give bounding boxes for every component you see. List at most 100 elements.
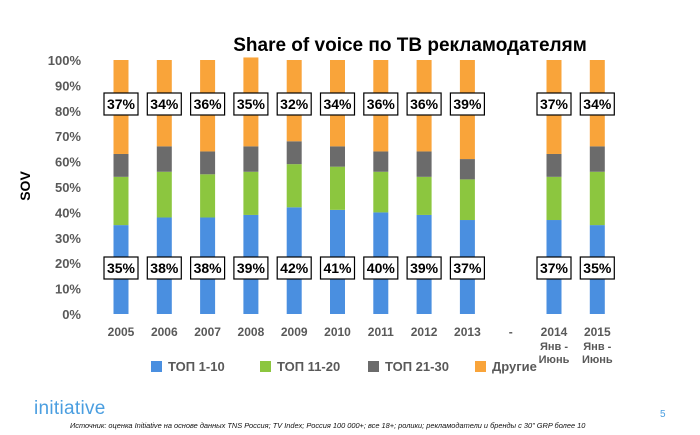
data-label-bottom: 41% bbox=[323, 260, 352, 276]
x-tick-label: 2011 bbox=[368, 325, 394, 339]
data-label-top-box bbox=[190, 92, 226, 116]
data-label-bottom-box bbox=[449, 256, 485, 280]
data-label-top: 35% bbox=[237, 96, 266, 112]
x-tick-sublabel: Июнь bbox=[582, 354, 613, 366]
data-label-top: 36% bbox=[410, 96, 439, 112]
data-label-bottom: 39% bbox=[410, 260, 439, 276]
data-label-bottom-box bbox=[103, 256, 139, 280]
source-note: Источник: оценка Initiative на основе да… bbox=[70, 421, 586, 430]
bar-3-2014 bbox=[546, 153, 562, 177]
data-label-bottom: 42% bbox=[280, 260, 309, 276]
x-tick-sublabel: Июнь bbox=[539, 354, 570, 366]
y-axis-label: SOV bbox=[17, 171, 33, 201]
x-tick-label: 2010 bbox=[324, 325, 351, 339]
data-label-bottom: 37% bbox=[453, 260, 482, 276]
data-label-top-box bbox=[579, 92, 615, 116]
data-label-top: 34% bbox=[583, 96, 612, 112]
y-tick-label: 30% bbox=[55, 231, 81, 246]
legend-swatch bbox=[260, 361, 271, 372]
data-label-bottom: 40% bbox=[367, 260, 396, 276]
bar-2-2013 bbox=[459, 179, 475, 221]
bar-2-2010 bbox=[330, 166, 345, 210]
x-tick-label: 2014 bbox=[541, 325, 568, 339]
data-label-top: 34% bbox=[150, 96, 179, 112]
bar-3-2009 bbox=[286, 141, 302, 165]
data-label-top: 37% bbox=[540, 96, 569, 112]
x-tick-label: - bbox=[509, 325, 513, 339]
bar-2-2009 bbox=[286, 164, 302, 208]
page-number: 5 bbox=[660, 409, 666, 420]
data-label-top-box bbox=[363, 92, 399, 116]
bar-3-2006 bbox=[156, 146, 172, 172]
data-label-bottom-box bbox=[190, 256, 226, 280]
legend-swatch bbox=[368, 361, 379, 372]
data-label-top: 36% bbox=[194, 96, 223, 112]
data-label-bottom-box bbox=[233, 256, 269, 280]
legend-label: ТОП 21-30 bbox=[385, 359, 449, 374]
y-tick-label: 20% bbox=[55, 256, 81, 271]
x-tick-label: 2007 bbox=[194, 325, 221, 339]
data-label-top-box bbox=[449, 92, 485, 116]
data-label-top-box bbox=[233, 92, 269, 116]
data-label-top-box bbox=[406, 92, 442, 116]
bar-2-2012 bbox=[416, 176, 432, 215]
y-tick-label: 0% bbox=[62, 307, 81, 322]
chart-title: Share of voice по ТВ рекламодателям bbox=[233, 35, 587, 56]
data-label-top: 37% bbox=[107, 96, 136, 112]
bar-2-2008 bbox=[243, 171, 259, 215]
data-label-bottom: 37% bbox=[540, 260, 569, 276]
bar-3-2013 bbox=[459, 159, 475, 180]
legend-label: ТОП 11-20 bbox=[277, 359, 340, 374]
y-tick-label: 80% bbox=[55, 104, 81, 119]
data-label-top-box bbox=[319, 92, 356, 116]
y-tick-label: 10% bbox=[55, 282, 81, 297]
data-label-bottom: 35% bbox=[583, 260, 612, 276]
data-label-bottom: 39% bbox=[237, 260, 266, 276]
bar-2-2014 bbox=[546, 176, 562, 221]
data-label-top: 39% bbox=[453, 96, 482, 112]
y-tick-label: 40% bbox=[55, 205, 81, 220]
data-label-bottom-box bbox=[579, 256, 615, 280]
y-tick-label: 60% bbox=[55, 155, 81, 170]
x-tick-label: 2013 bbox=[454, 325, 481, 339]
x-tick-sublabel: Янв - bbox=[540, 341, 568, 353]
data-label-bottom-box bbox=[146, 256, 182, 280]
legend-label: Другие bbox=[492, 359, 537, 374]
x-tick-sublabel: Янв - bbox=[583, 341, 611, 353]
legend-label: ТОП 1-10 bbox=[168, 359, 225, 374]
bar-3-2008 bbox=[243, 146, 259, 172]
bar-3-2007 bbox=[200, 151, 216, 175]
brand-logo: initiative bbox=[34, 398, 106, 419]
y-tick-label: 100% bbox=[48, 53, 82, 68]
bar-3-2010 bbox=[330, 146, 345, 167]
x-tick-label: 2005 bbox=[108, 325, 135, 339]
bar-2-2007 bbox=[200, 174, 216, 218]
x-tick-label: 2008 bbox=[238, 325, 265, 339]
data-label-top: 36% bbox=[367, 96, 396, 112]
legend-swatch bbox=[475, 361, 486, 372]
bar-3-2011 bbox=[373, 151, 389, 172]
bar-2-2006 bbox=[156, 171, 172, 218]
data-label-bottom-box bbox=[406, 256, 442, 280]
x-tick-label: 2006 bbox=[151, 325, 178, 339]
data-label-bottom-box bbox=[276, 256, 312, 280]
data-label-top: 34% bbox=[323, 96, 352, 112]
x-tick-label: 2009 bbox=[281, 325, 308, 339]
bar-3-2015 bbox=[589, 146, 605, 172]
data-label-top-box bbox=[103, 92, 139, 116]
data-label-bottom-box bbox=[536, 256, 572, 280]
data-label-bottom-box bbox=[319, 256, 356, 280]
data-label-top-box bbox=[146, 92, 182, 116]
bar-3-2012 bbox=[416, 151, 432, 177]
bar-3-2005 bbox=[113, 153, 129, 177]
data-label-bottom: 35% bbox=[107, 260, 136, 276]
bar-2-2015 bbox=[589, 171, 605, 226]
data-label-bottom-box bbox=[363, 256, 399, 280]
y-tick-label: 90% bbox=[55, 78, 81, 93]
y-tick-label: 50% bbox=[55, 180, 81, 195]
data-label-top: 32% bbox=[280, 96, 309, 112]
y-tick-label: 70% bbox=[55, 129, 81, 144]
bar-2-2011 bbox=[373, 171, 389, 213]
bar-2-2005 bbox=[113, 176, 129, 226]
